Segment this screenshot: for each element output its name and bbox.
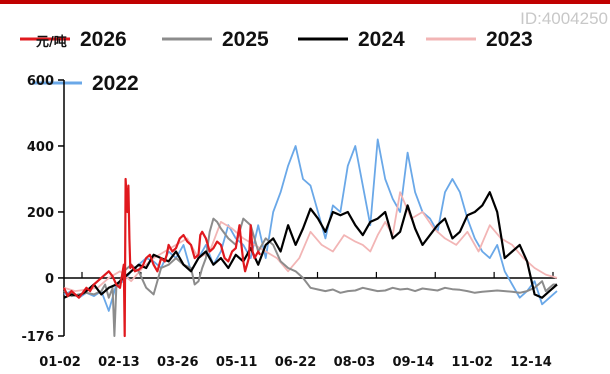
y-tick-label: -176	[21, 330, 54, 345]
series-layer	[62, 138, 558, 338]
x-tick-label: 01-02	[39, 355, 81, 370]
legend-label-2023: 2023	[486, 28, 533, 51]
y-tick-label: 0	[45, 272, 54, 287]
legend-label-2026: 2026	[80, 28, 127, 51]
y-tick-label: 200	[27, 206, 54, 221]
x-tick-label: 05-11	[216, 355, 258, 370]
x-tick-label: 09-14	[392, 355, 434, 370]
legend-label-2022: 2022	[92, 72, 139, 95]
legend-label-2025: 2025	[222, 28, 269, 51]
series-line-2024	[63, 191, 558, 299]
top-accent-bar	[0, 0, 610, 4]
series-line-2026	[62, 177, 262, 338]
series-line-2022	[63, 138, 558, 312]
unit-label: 元/吨	[36, 34, 67, 50]
legend: 2026 2025 2024 2023 2022	[20, 28, 533, 95]
y-tick-label: 400	[27, 140, 54, 155]
x-tick-label: 06-22	[275, 355, 317, 370]
series-line-2023	[63, 191, 558, 293]
axes: 600 400 200 0 -176 01-02 02-13 03-26 05-11 06-22 0…	[21, 74, 557, 370]
legend-label-2024: 2024	[358, 28, 405, 51]
x-tick-label: 02-13	[98, 355, 140, 370]
x-tick-label: 08-03	[334, 355, 376, 370]
watermark: ID:4004250	[520, 9, 608, 28]
x-tick-label: 12-14	[510, 355, 552, 370]
x-tick-label: 03-26	[157, 355, 199, 370]
x-tick-label: 11-02	[451, 355, 493, 370]
y-tick-label: 600	[27, 74, 54, 89]
